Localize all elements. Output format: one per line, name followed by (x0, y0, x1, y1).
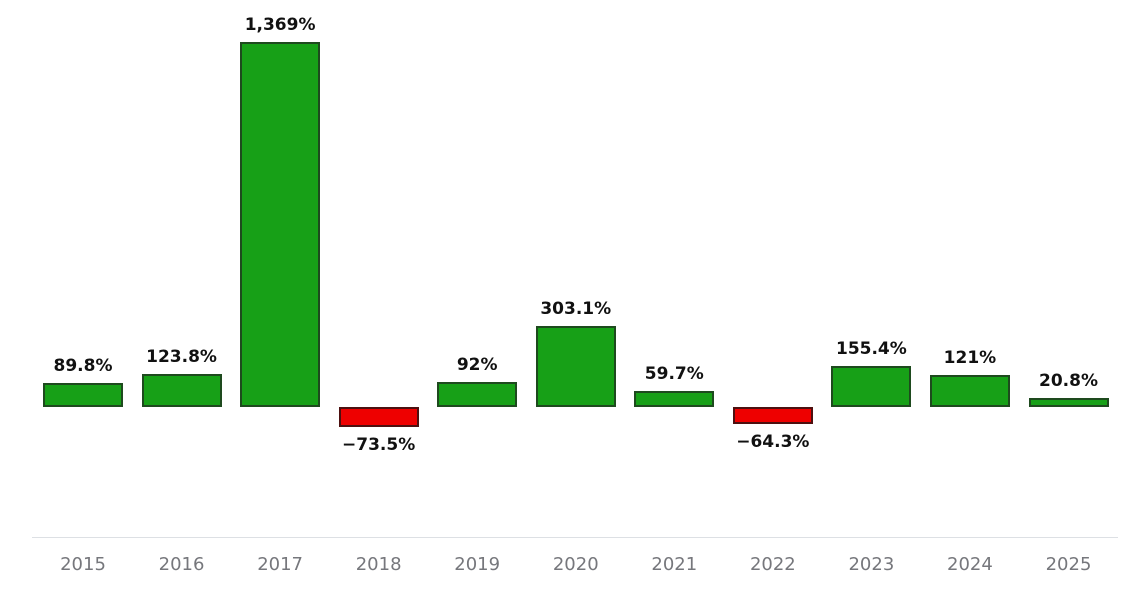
bar-2021[interactable] (634, 391, 715, 407)
bar-2018[interactable] (338, 407, 419, 427)
bar-2025[interactable] (1028, 398, 1109, 407)
x-tick-2025: 2025 (1045, 554, 1092, 575)
bar-2022[interactable] (732, 407, 813, 425)
value-label-2016: 123.8% (146, 347, 217, 367)
value-label-2015: 89.8% (53, 356, 113, 377)
x-axis-line (32, 537, 1118, 538)
x-tick-2019: 2019 (454, 554, 501, 575)
bar-2023[interactable] (831, 365, 912, 407)
value-label-2023: 155.4% (835, 338, 907, 359)
bar-2020[interactable] (535, 326, 616, 407)
x-tick-2023: 2023 (848, 554, 895, 575)
x-tick-2016: 2016 (158, 554, 205, 575)
value-label-2018: −73.5% (342, 434, 416, 455)
value-label-2017: 1,369% (244, 15, 316, 36)
x-tick-2022: 2022 (749, 554, 796, 575)
bar-2024[interactable] (929, 374, 1010, 407)
value-label-2024: 121% (943, 347, 997, 368)
value-label-2021: 59.7% (644, 364, 704, 385)
x-tick-2015: 2015 (60, 554, 106, 575)
x-tick-2018: 2018 (355, 554, 402, 575)
x-tick-2020: 2020 (552, 554, 599, 575)
x-tick-2017: 2017 (257, 554, 303, 575)
value-label-2020: 303.1% (540, 299, 612, 320)
bar-2015[interactable] (43, 383, 123, 407)
bar-2019[interactable] (437, 382, 518, 407)
value-label-2022: −64.3% (736, 432, 810, 453)
x-tick-2024: 2024 (947, 554, 993, 575)
value-label-2025: 20.8% (1039, 371, 1098, 391)
bar-2016[interactable] (141, 374, 222, 407)
value-label-2019: 92% (456, 355, 498, 376)
bar-2017[interactable] (240, 42, 321, 407)
x-tick-2021: 2021 (651, 554, 698, 575)
